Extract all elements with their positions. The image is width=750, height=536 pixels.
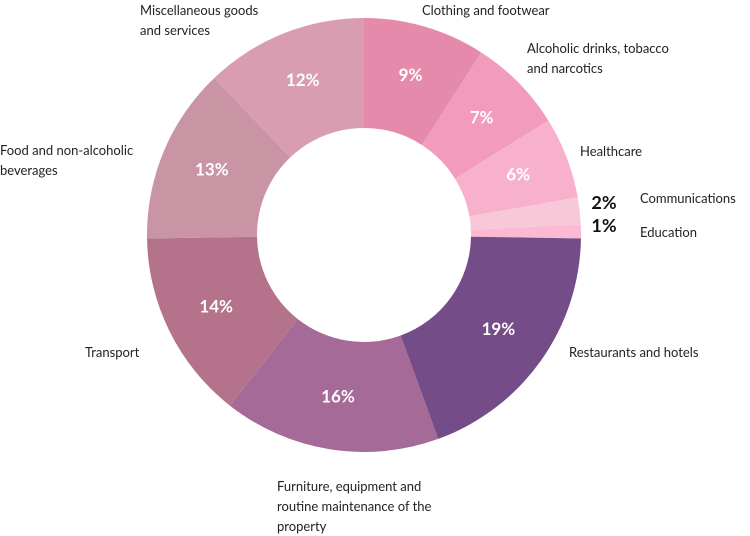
value-label: 1% (591, 214, 616, 236)
value-label: 9% (399, 64, 423, 85)
category-label: Communications (640, 190, 736, 206)
value-label: 12% (286, 69, 320, 90)
value-label: 16% (321, 385, 355, 406)
slice (469, 197, 581, 230)
category-label: Furniture, equipment and routine mainten… (277, 478, 432, 534)
category-label: Healthcare (580, 143, 643, 159)
slice (454, 120, 578, 217)
slice (470, 224, 581, 239)
value-label: 13% (195, 159, 229, 180)
category-label: Restaurants and hotels (569, 344, 699, 360)
category-label: Transport (85, 344, 140, 360)
value-label: 2% (591, 191, 616, 213)
category-label: Education (640, 224, 697, 240)
category-label: Clothing and footwear (422, 2, 550, 18)
value-label: 14% (199, 296, 233, 317)
category-label: Miscellaneous goods and services (140, 2, 259, 38)
value-label: 19% (482, 318, 516, 339)
slice (364, 18, 482, 145)
slice (147, 236, 298, 406)
slice (400, 236, 581, 439)
slice (147, 77, 291, 239)
value-label: 7% (470, 107, 494, 128)
slice (421, 52, 549, 179)
category-label: Alcoholic drinks, tobacco and narcotics (527, 40, 669, 76)
slice (214, 18, 364, 158)
category-label: Food and non-alcoholic beverages (0, 142, 134, 178)
slice (229, 319, 439, 452)
value-label: 6% (506, 163, 530, 184)
